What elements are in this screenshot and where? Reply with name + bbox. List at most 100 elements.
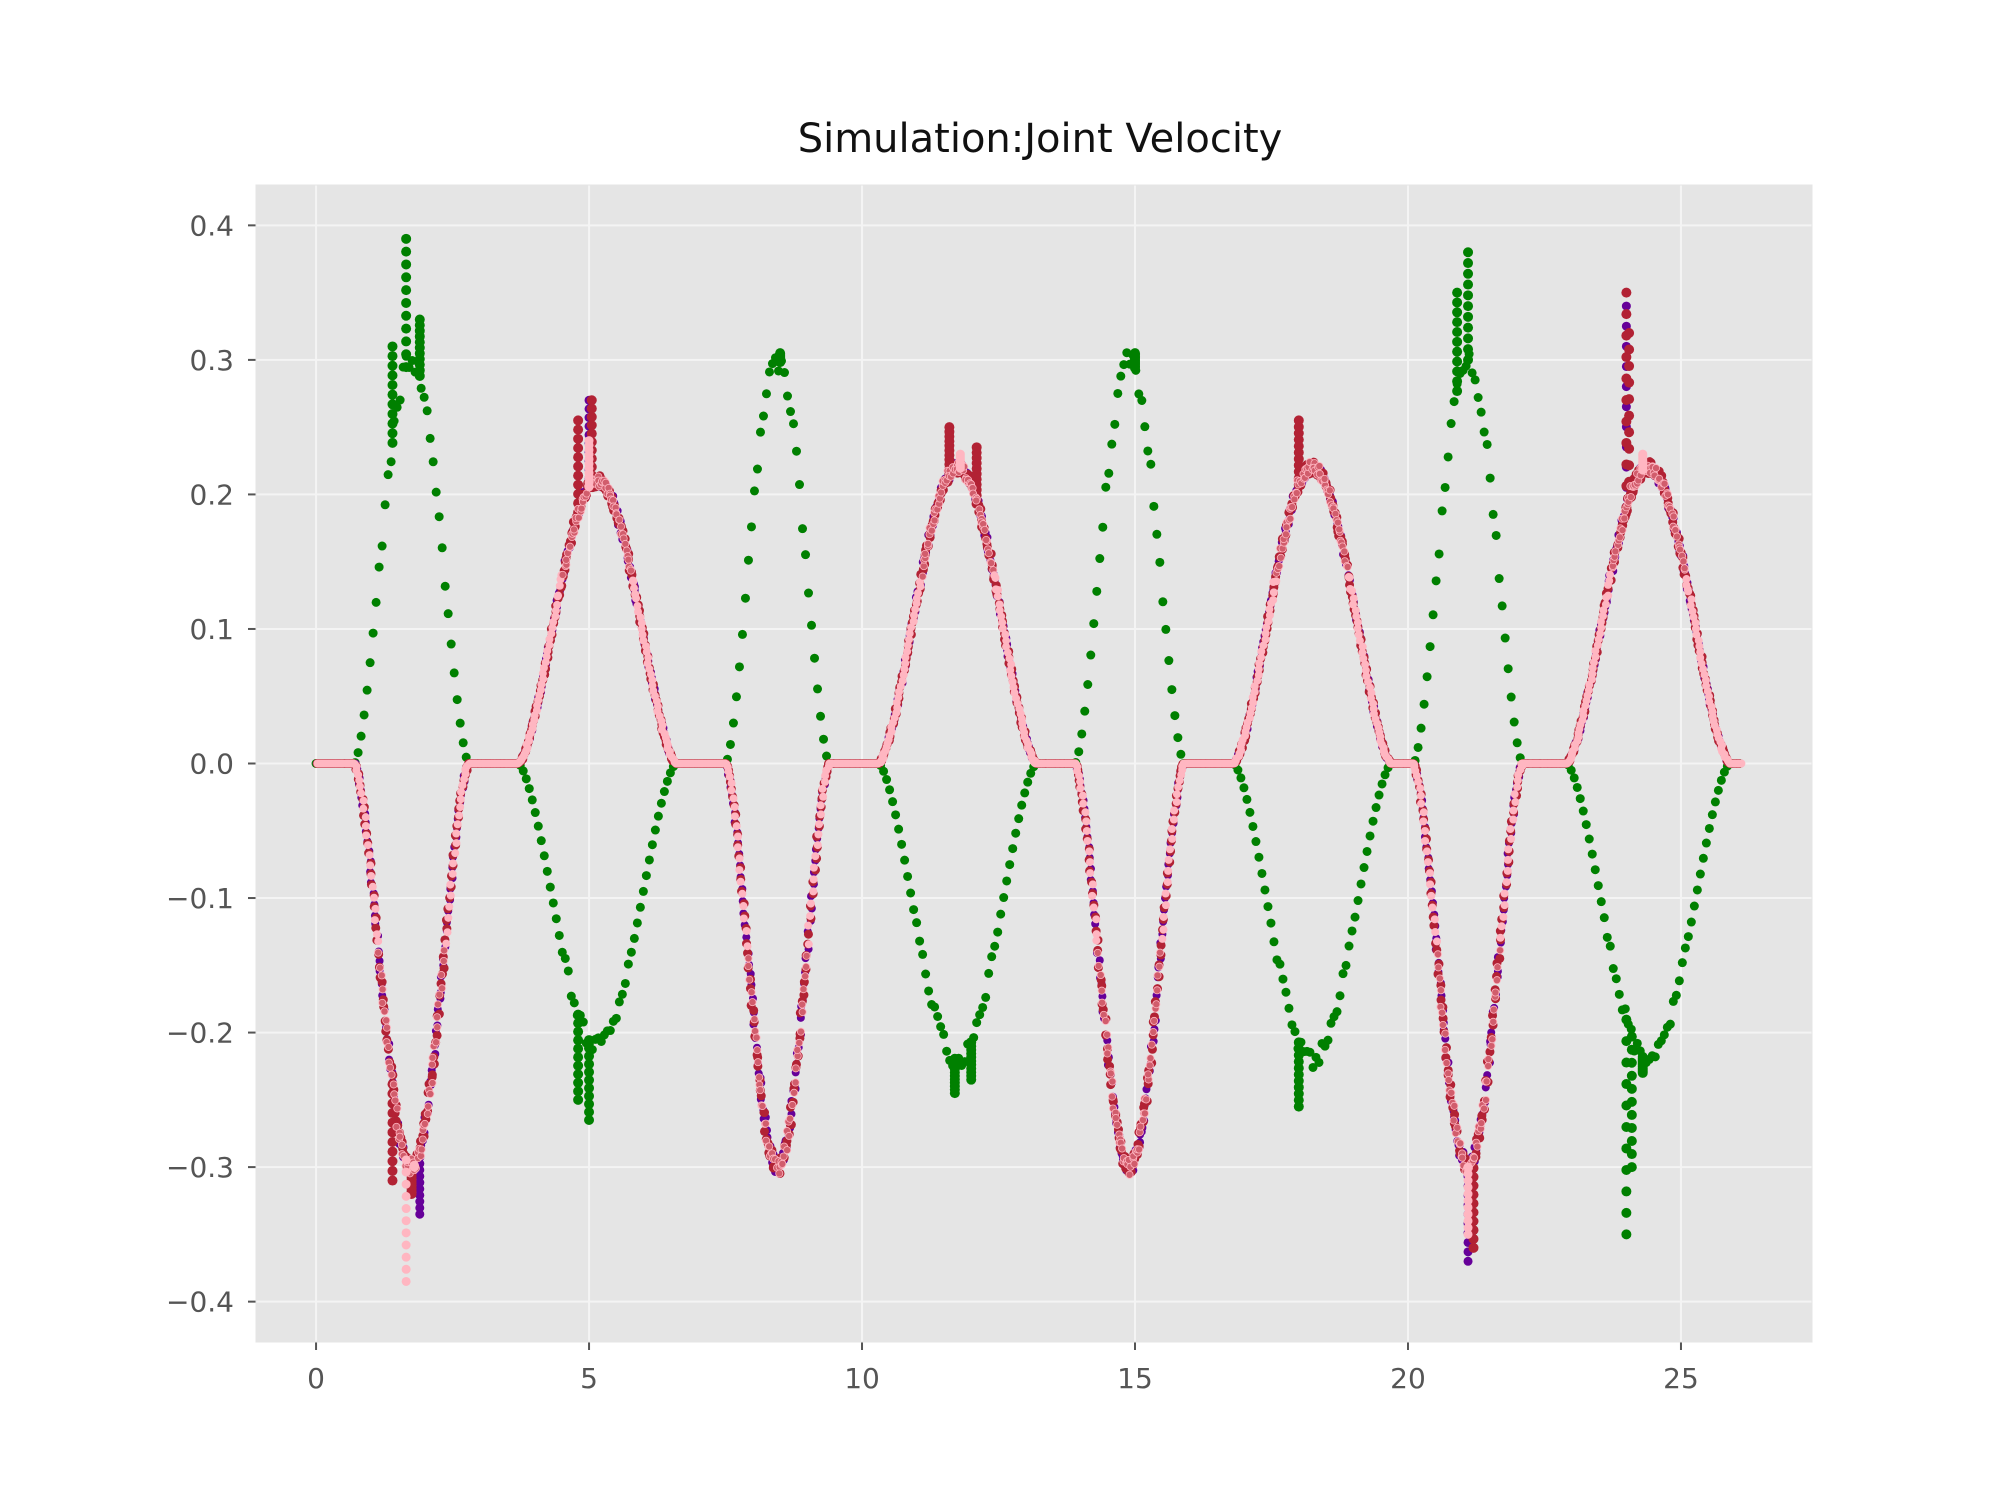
series-1-point bbox=[638, 886, 648, 896]
series-1-point bbox=[641, 871, 651, 881]
series-4-point-outline bbox=[934, 506, 941, 513]
series-4-point bbox=[456, 795, 465, 804]
series-4-point bbox=[370, 893, 379, 902]
series-1-spike-point bbox=[401, 336, 412, 347]
series-1-point bbox=[782, 391, 792, 401]
series-4-point-outline bbox=[785, 1132, 793, 1140]
series-1-point bbox=[1419, 699, 1429, 709]
series-4-point bbox=[818, 784, 827, 793]
series-4-point-outline bbox=[438, 985, 446, 992]
series-4-point-outline bbox=[398, 1141, 406, 1148]
series-1-point bbox=[356, 731, 366, 741]
series-4-point bbox=[1163, 878, 1172, 887]
series-4-point bbox=[1416, 791, 1425, 800]
series-4-point-outline bbox=[622, 540, 629, 548]
series-4-point-outline bbox=[1291, 496, 1298, 503]
series-4-point bbox=[357, 789, 366, 798]
series-1-point bbox=[1434, 549, 1444, 559]
series-2-point bbox=[742, 933, 751, 942]
series-3-spike-point bbox=[586, 403, 597, 414]
series-4-point bbox=[903, 641, 912, 650]
series-3-spike-point bbox=[573, 479, 584, 490]
series-1-point bbox=[611, 1013, 621, 1023]
series-1-point bbox=[1674, 976, 1684, 986]
series-1-spike-point bbox=[573, 1043, 584, 1054]
series-1-point bbox=[939, 1029, 949, 1039]
series-3-spike-point bbox=[1293, 415, 1304, 426]
series-1-point bbox=[1266, 918, 1276, 928]
series-4-point-outline bbox=[1450, 1117, 1457, 1124]
series-4-point-outline bbox=[428, 1061, 436, 1068]
series-1-point bbox=[1509, 717, 1519, 727]
series-1-point bbox=[1233, 765, 1243, 775]
series-4-point bbox=[1358, 642, 1367, 651]
series-1-point bbox=[617, 989, 627, 999]
series-1-spike-point bbox=[1626, 1149, 1637, 1160]
series-1-point bbox=[605, 1026, 615, 1036]
series-1-spike-point bbox=[1626, 1083, 1637, 1094]
series-4-point-outline bbox=[794, 1052, 801, 1060]
series-4-point bbox=[804, 921, 813, 930]
series-1-point bbox=[1104, 468, 1114, 478]
series-4-point bbox=[727, 786, 736, 795]
series-1-point bbox=[1416, 723, 1426, 733]
series-4-point-outline bbox=[378, 972, 385, 979]
series-1-point bbox=[1599, 913, 1609, 923]
series-1-spike-point bbox=[1293, 1101, 1304, 1112]
series-1-point bbox=[533, 821, 543, 831]
series-2-spike-point bbox=[415, 1190, 425, 1200]
series-1-point bbox=[455, 718, 465, 728]
series-4-point bbox=[816, 801, 825, 810]
series-1-point bbox=[1683, 932, 1693, 942]
series-4-point bbox=[1092, 930, 1101, 939]
series-1-point bbox=[879, 766, 889, 776]
series-4-point bbox=[806, 899, 815, 908]
series-1-point bbox=[644, 855, 654, 865]
series-1-spike-point bbox=[387, 360, 398, 371]
series-4-point-outline bbox=[436, 991, 443, 998]
series-1-spike-point bbox=[573, 1018, 584, 1029]
series-1-spike-point bbox=[1463, 247, 1474, 258]
series-1-point bbox=[1110, 419, 1120, 429]
series-4-point bbox=[372, 930, 381, 939]
series-1-spike-point bbox=[1463, 311, 1474, 322]
series-4-point-outline bbox=[1321, 475, 1328, 483]
series-4-point-outline bbox=[754, 1058, 762, 1066]
series-1-point bbox=[975, 1010, 985, 1020]
series-1-spike-point bbox=[1452, 346, 1463, 357]
series-4-point-outline bbox=[1477, 1125, 1485, 1132]
plot-area: 0 5 10 15 20 250.40.30.20.10.0−0.1−0.2−0.3−0.… bbox=[166, 184, 1813, 1395]
series-1-point bbox=[623, 959, 633, 969]
series-4-point bbox=[809, 875, 818, 884]
series-1-point bbox=[888, 797, 898, 807]
series-4-point-outline bbox=[433, 1013, 441, 1021]
series-1-spike-point bbox=[775, 348, 786, 359]
series-1-point bbox=[362, 685, 372, 695]
series-1-point bbox=[443, 609, 453, 619]
series-4-point bbox=[998, 618, 1007, 627]
series-1-point bbox=[1137, 396, 1147, 406]
series-3-point bbox=[439, 963, 449, 973]
series-1-point bbox=[365, 658, 375, 668]
series-1-point bbox=[620, 978, 630, 988]
series-1-point bbox=[359, 710, 369, 720]
series-1-spike-point bbox=[387, 418, 398, 429]
series-1-point bbox=[383, 470, 393, 480]
series-1-point bbox=[662, 776, 672, 786]
series-4-point bbox=[1432, 937, 1441, 946]
series-2-spike-point bbox=[415, 1203, 425, 1213]
series-3-point bbox=[1103, 1054, 1113, 1064]
series-1-point bbox=[1290, 1027, 1300, 1037]
series-4-point-outline bbox=[1496, 947, 1504, 954]
series-1-point bbox=[906, 888, 916, 898]
series-4-point-outline bbox=[432, 1039, 440, 1046]
series-1-point bbox=[1467, 368, 1477, 378]
series-1-point bbox=[1500, 633, 1510, 643]
series-4-point-outline bbox=[1107, 1070, 1115, 1077]
series-4-point-outline bbox=[794, 1046, 801, 1054]
series-1-point bbox=[792, 446, 802, 456]
series-2-point bbox=[375, 956, 384, 965]
series-4-point bbox=[809, 863, 818, 872]
series-1-point bbox=[518, 766, 528, 776]
series-4-point-outline bbox=[1445, 1076, 1452, 1084]
